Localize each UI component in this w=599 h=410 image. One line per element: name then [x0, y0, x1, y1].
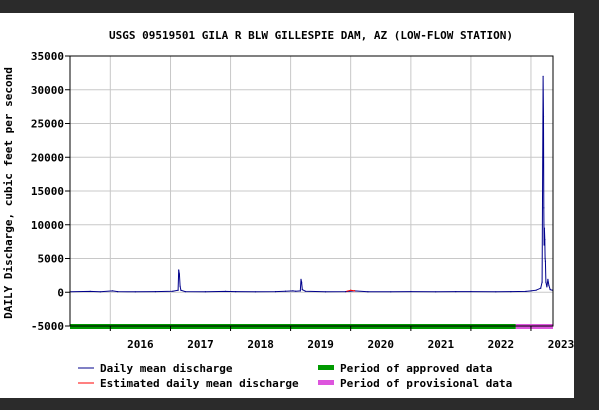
data-point: [350, 289, 352, 291]
series-line: [69, 76, 553, 293]
x-tick-label: 2016: [127, 338, 154, 351]
data-point: [112, 290, 114, 292]
data-point: [295, 290, 297, 292]
data-point: [154, 291, 156, 293]
data-point: [254, 291, 256, 293]
data-point: [99, 291, 101, 293]
legend-swatch: [318, 365, 334, 370]
data-point: [179, 285, 181, 287]
data-point: [274, 291, 277, 293]
x-tick-label: 2022: [488, 338, 515, 351]
data-point: [540, 287, 542, 289]
data-point: [177, 289, 179, 291]
data-point: [301, 289, 303, 291]
x-tick-label: 2020: [368, 338, 395, 351]
grid: [70, 55, 553, 327]
data-point: [301, 281, 303, 283]
discharge-chart: -5000 0 5000 10000 15000 20000 25000 30000 35000…: [2, 29, 574, 390]
y-axis-ticks: -5000 0 5000 10000 15000 20000 25000 30000 35000: [31, 50, 70, 333]
data-point: [410, 291, 412, 293]
y-tick-label: 10000: [31, 219, 64, 232]
y-tick-label: 25000: [31, 118, 64, 131]
data-point: [184, 291, 186, 293]
data-point: [324, 291, 327, 293]
data-point: [535, 289, 537, 291]
data-point: [545, 281, 547, 283]
data-point: [510, 291, 512, 293]
legend: Daily mean discharge Period of approved d…: [78, 362, 512, 390]
data-point: [541, 281, 543, 283]
data-point: [546, 286, 548, 288]
y-axis-label: DAILY Discharge, cubic feet per second: [2, 67, 15, 319]
data-point: [543, 227, 546, 229]
data-point: [292, 290, 294, 292]
data-point: [544, 257, 546, 260]
legend-label: Period of approved data: [340, 362, 492, 375]
legend-label: Period of provisional data: [340, 377, 512, 390]
data-point: [346, 290, 348, 292]
data-point: [300, 278, 302, 280]
data-point: [548, 284, 550, 287]
legend-label: Daily mean discharge: [100, 362, 233, 375]
data-point: [345, 291, 347, 293]
data-point: [180, 289, 182, 291]
data-point: [525, 290, 527, 292]
x-tick-label: 2017: [187, 338, 214, 351]
y-tick-label: 30000: [31, 84, 64, 97]
data-point: [543, 244, 545, 246]
x-tick-label: 2018: [247, 338, 274, 351]
data-point: [117, 291, 119, 293]
data-point: [530, 290, 532, 292]
data-point: [542, 116, 545, 118]
y-tick-label: 20000: [31, 151, 64, 164]
data-point: [495, 291, 497, 293]
legend-label: Estimated daily mean discharge: [100, 377, 299, 390]
y-tick-label: 15000: [31, 185, 64, 198]
data-point: [542, 75, 544, 77]
data-point: [178, 273, 180, 275]
data-point: [543, 207, 545, 209]
y-tick-label: -5000: [31, 320, 64, 333]
data-point: [204, 291, 206, 293]
data-point: [235, 291, 237, 293]
data-point: [354, 290, 356, 292]
data-point: [304, 290, 306, 292]
chart-title: USGS 09519501 GILA R BLW GILLESPIE DAM, …: [109, 29, 513, 42]
y-tick-label: 35000: [31, 50, 64, 63]
data-point: [134, 291, 136, 293]
data-point: [470, 291, 472, 293]
x-tick-label: 2019: [307, 338, 334, 351]
x-tick-label: 2023: [548, 338, 574, 351]
data-point: [224, 290, 227, 292]
y-tick-label: 0: [57, 286, 64, 299]
data-point: [544, 239, 546, 241]
data-point: [172, 290, 174, 292]
series: [69, 75, 553, 293]
data-point: [178, 269, 180, 271]
data-point: [455, 291, 457, 293]
data-point: [544, 260, 547, 262]
legend-swatch: [318, 380, 334, 385]
chart-panel: -5000 0 5000 10000 15000 20000 25000 30000 35000…: [0, 13, 574, 398]
data-point: [390, 291, 392, 293]
data-point: [547, 278, 549, 280]
data-point: [89, 290, 91, 292]
data-point: [549, 289, 551, 291]
data-point: [299, 290, 301, 292]
x-tick-label: 2021: [428, 338, 455, 351]
x-axis-ticks: 2016 2017 2018 2019 2020 2021 2022 2023: [109, 326, 574, 351]
data-point: [435, 291, 437, 293]
data-point: [367, 291, 369, 293]
data-point: [284, 290, 287, 292]
y-tick-label: 5000: [38, 253, 65, 266]
